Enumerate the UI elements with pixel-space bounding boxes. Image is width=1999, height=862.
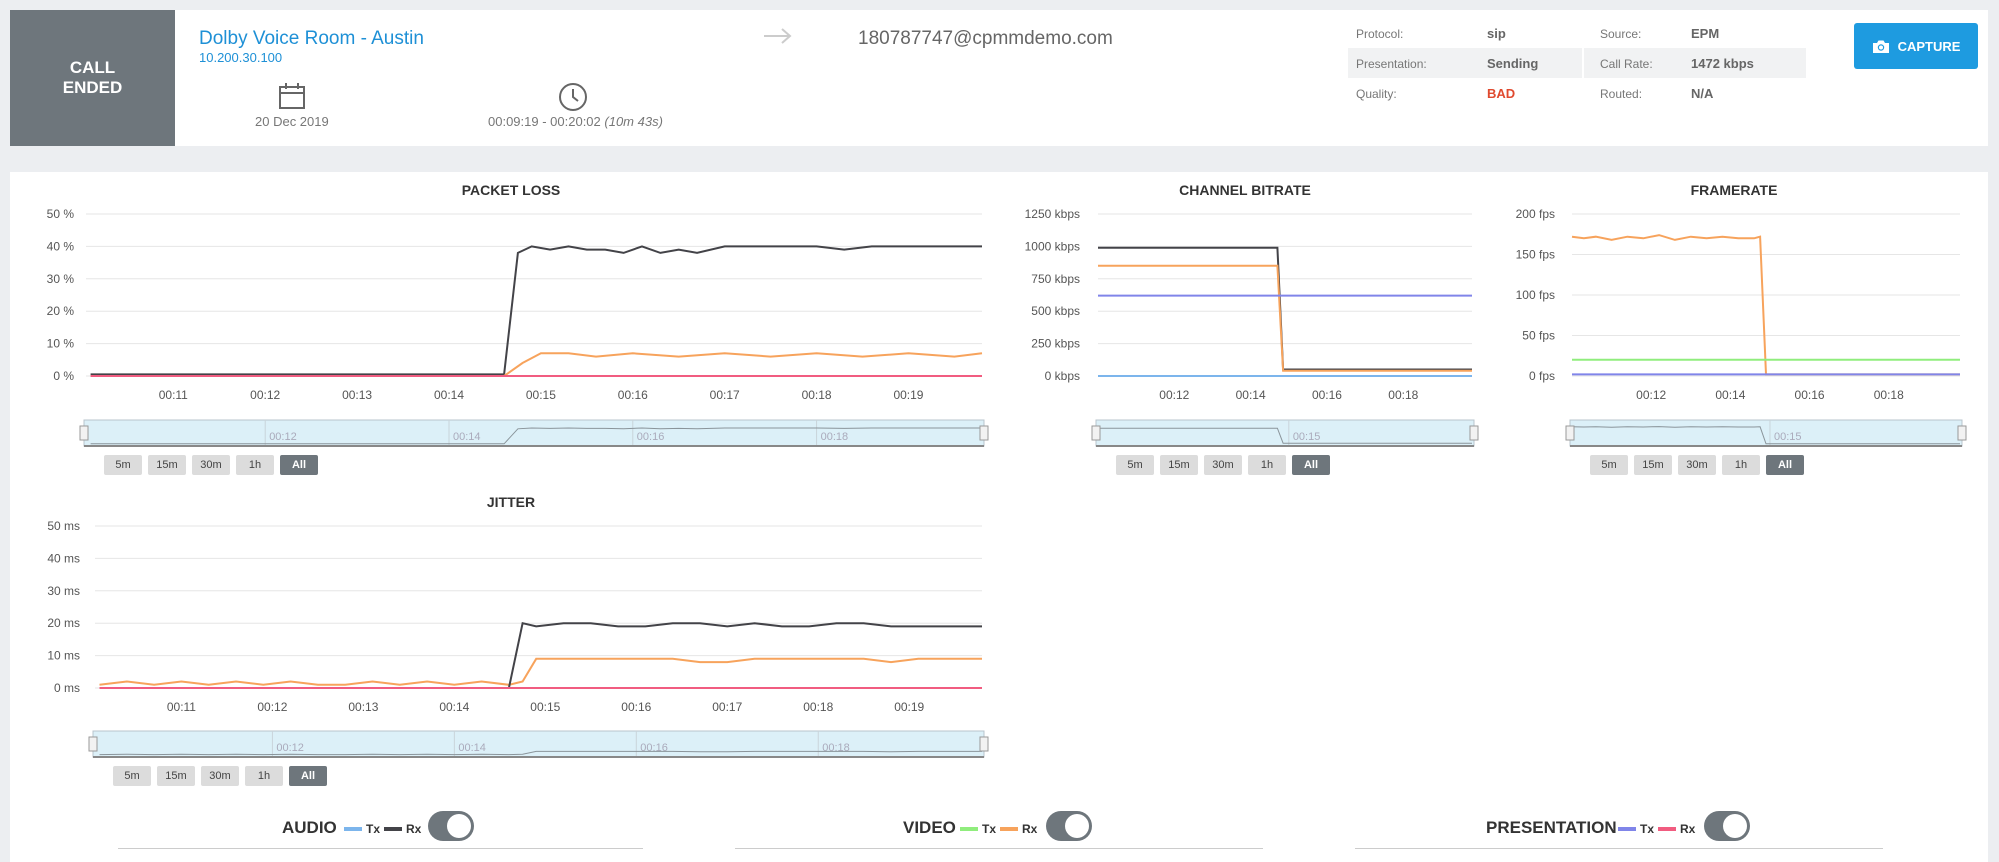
status-line-1: CALL <box>69 58 116 77</box>
range-button-5m[interactable]: 5m <box>104 455 142 475</box>
video-tx-swatch <box>960 827 978 831</box>
room-name-link[interactable]: Dolby Voice Room - Austin <box>199 28 424 49</box>
status-line-2: ENDED <box>62 78 123 97</box>
protocol-label: Protocol: <box>1356 27 1404 41</box>
callrate-label: Call Rate: <box>1600 57 1653 71</box>
range-selector: 5m 15m 30m 1h All <box>1116 455 1330 475</box>
presentation-divider <box>1355 848 1883 849</box>
range-button-all[interactable]: All <box>1292 455 1330 475</box>
range-button-all[interactable]: All <box>280 455 318 475</box>
range-button-15m[interactable]: 15m <box>1634 455 1672 475</box>
presentation-toggle[interactable] <box>1704 811 1750 841</box>
info-divider <box>1582 48 1584 78</box>
info-row-quality: Quality: BAD Routed: N/A <box>1348 78 1806 108</box>
range-button-15m[interactable]: 15m <box>157 766 195 786</box>
audio-tx-swatch <box>344 827 362 831</box>
info-row-protocol: Protocol: sip Source: EPM <box>1348 18 1806 48</box>
range-button-30m[interactable]: 30m <box>192 455 230 475</box>
protocol-value: sip <box>1487 26 1506 41</box>
range-button-30m[interactable]: 30m <box>1204 455 1242 475</box>
room-ip: 10.200.30.100 <box>199 50 283 65</box>
charts-panel <box>10 172 1988 862</box>
presentation-value: Sending <box>1487 56 1539 71</box>
toggle-knob <box>1723 814 1747 838</box>
chart-title: FRAMERATE <box>1690 182 1778 198</box>
audio-toggle[interactable] <box>428 811 474 841</box>
range-button-30m[interactable]: 30m <box>1678 455 1716 475</box>
range-button-5m[interactable]: 5m <box>1590 455 1628 475</box>
video-rx-swatch <box>1000 827 1019 831</box>
source-value: EPM <box>1691 26 1720 41</box>
range-selector: 5m 15m 30m 1h All <box>104 455 318 475</box>
chart-title: JITTER <box>486 494 536 510</box>
capture-button[interactable]: CAPTURE <box>1854 23 1978 69</box>
pres-tx-label: Tx <box>1640 822 1655 836</box>
range-selector: 5m 15m 30m 1h All <box>113 766 327 786</box>
range-selector: 5m 15m 30m 1h All <box>1590 455 1804 475</box>
camera-icon <box>1872 40 1889 53</box>
presentation-legend: Tx Rx <box>1618 822 1695 836</box>
chart-title: PACKET LOSS <box>461 182 561 198</box>
info-row-presentation: Presentation: Sending Call Rate: 1472 kb… <box>1348 48 1806 78</box>
call-header: CALL ENDED Dolby Voice Room - Austin 10.… <box>10 10 1988 146</box>
video-divider <box>735 848 1263 849</box>
pres-rx-label: Rx <box>1680 822 1696 836</box>
range-button-all[interactable]: All <box>289 766 327 786</box>
range-button-5m[interactable]: 5m <box>113 766 151 786</box>
audio-divider <box>118 848 643 849</box>
audio-rx-swatch <box>384 827 403 831</box>
video-toggle-label: VIDEO <box>903 818 956 837</box>
presentation-label: Presentation: <box>1356 57 1427 71</box>
range-button-1h[interactable]: 1h <box>236 455 274 475</box>
range-button-15m[interactable]: 15m <box>148 455 186 475</box>
range-button-1h[interactable]: 1h <box>1722 455 1760 475</box>
range-button-all[interactable]: All <box>1766 455 1804 475</box>
chart-title: CHANNEL BITRATE <box>1179 182 1311 198</box>
toggle-knob <box>1065 814 1089 838</box>
range-button-1h[interactable]: 1h <box>1248 455 1286 475</box>
pres-tx-swatch <box>1618 827 1636 831</box>
source-label: Source: <box>1600 27 1642 41</box>
quality-value: BAD <box>1487 86 1516 101</box>
call-date: 20 Dec 2019 <box>255 114 329 129</box>
range-button-1h[interactable]: 1h <box>245 766 283 786</box>
presentation-toggle-label: PRESENTATION <box>1486 818 1617 837</box>
audio-rx-label: Rx <box>406 822 422 836</box>
time-range: 00:09:19 - 00:20:02 <box>488 114 601 129</box>
arrow-right-icon <box>762 26 794 51</box>
audio-toggle-label: AUDIO <box>282 818 337 837</box>
capture-label: CAPTURE <box>1897 38 1961 54</box>
clock-icon <box>558 82 588 117</box>
video-legend: Tx Rx <box>960 822 1037 836</box>
call-duration: (10m 43s) <box>604 114 663 129</box>
video-tx-label: Tx <box>982 822 997 836</box>
pres-rx-swatch <box>1658 827 1677 831</box>
routed-value: N/A <box>1691 86 1714 101</box>
audio-legend: Tx Rx <box>344 822 421 836</box>
callrate-value: 1472 kbps <box>1691 56 1754 71</box>
range-button-5m[interactable]: 5m <box>1116 455 1154 475</box>
range-button-30m[interactable]: 30m <box>201 766 239 786</box>
routed-label: Routed: <box>1600 87 1643 101</box>
toggle-knob <box>447 814 471 838</box>
calendar-icon <box>278 82 306 115</box>
audio-tx-label: Tx <box>366 822 381 836</box>
quality-label: Quality: <box>1356 87 1397 101</box>
range-button-15m[interactable]: 15m <box>1160 455 1198 475</box>
video-toggle[interactable] <box>1046 811 1092 841</box>
video-rx-label: Rx <box>1022 822 1038 836</box>
destination-address: 180787747@cpmmdemo.com <box>858 28 1113 49</box>
call-time-range: 00:09:19 - 00:20:02 (10m 43s) <box>488 114 663 129</box>
call-status-badge: CALL ENDED <box>10 10 175 146</box>
